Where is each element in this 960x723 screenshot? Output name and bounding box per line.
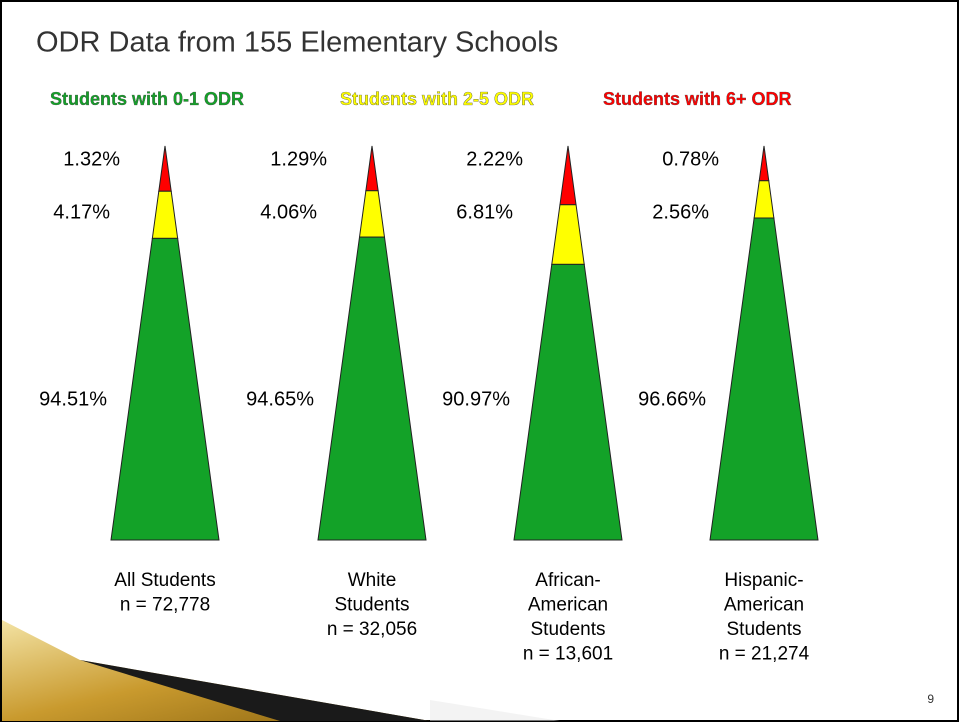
page-number: 9	[927, 692, 934, 706]
value-label: 1.29%	[270, 148, 327, 170]
category-label: Hispanic-	[724, 570, 803, 591]
category-label: n = 21,274	[719, 644, 810, 665]
category-label: n = 72,778	[120, 595, 210, 616]
chart-title: ODR Data from 155 Elementary Schools	[36, 27, 558, 59]
category-label: African-	[535, 570, 600, 591]
category-label: n = 32,056	[327, 619, 417, 640]
value-label: 4.17%	[53, 201, 110, 223]
decor-shadow	[80, 660, 430, 721]
value-label: 4.06%	[260, 201, 317, 223]
value-label: 90.97%	[442, 388, 510, 410]
value-label: 2.56%	[652, 201, 709, 223]
category-label: n = 13,601	[523, 644, 613, 665]
triangle-segment	[513, 263, 623, 541]
decor-fade	[430, 700, 560, 721]
value-label: 94.65%	[246, 388, 314, 410]
decor-wedge	[2, 620, 430, 721]
value-label: 2.22%	[466, 148, 523, 170]
category-label: Students	[335, 595, 410, 616]
category-label: American	[724, 595, 804, 616]
triangle-segment	[709, 217, 819, 541]
value-label: 6.81%	[456, 201, 513, 223]
value-label: 96.66%	[638, 388, 706, 410]
triangle-segment	[317, 236, 427, 541]
value-label: 1.32%	[63, 148, 120, 170]
category-label: Students	[727, 619, 802, 640]
category-label: Students	[531, 619, 606, 640]
triangle-segment	[110, 237, 220, 541]
category-label: American	[528, 595, 608, 616]
category-label: All Students	[114, 570, 215, 591]
value-label: 94.51%	[39, 388, 107, 410]
legend-entry: Students with 0-1 ODR	[50, 89, 244, 109]
category-label: White	[348, 570, 397, 591]
legend-entry: Students with 2-5 ODR	[340, 89, 534, 109]
legend-entry: Students with 6+ ODR	[603, 89, 792, 109]
value-label: 0.78%	[662, 148, 719, 170]
